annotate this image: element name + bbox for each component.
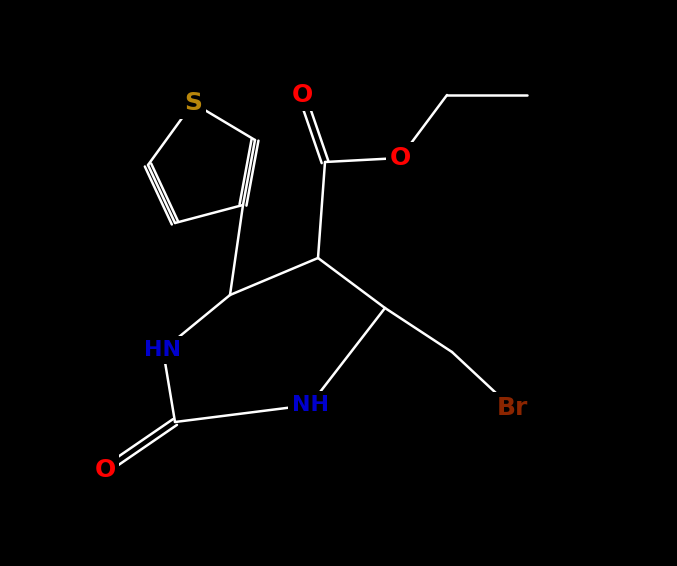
Text: O: O [94,458,116,482]
Text: NH: NH [292,395,328,415]
Text: Br: Br [496,396,527,420]
Text: HN: HN [144,340,181,360]
Text: O: O [291,83,313,107]
Text: S: S [184,91,202,115]
Text: O: O [389,146,411,170]
